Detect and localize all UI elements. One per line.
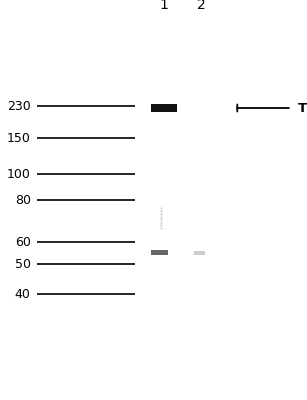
Text: TET3: TET3 <box>298 102 307 114</box>
Bar <box>151 104 177 112</box>
Text: 2: 2 <box>197 0 205 12</box>
Text: 60: 60 <box>15 236 31 248</box>
Text: 100: 100 <box>7 168 31 180</box>
Text: 40: 40 <box>15 288 31 300</box>
Bar <box>194 251 205 254</box>
Text: 230: 230 <box>7 100 31 112</box>
Text: 80: 80 <box>15 194 31 206</box>
Text: 1: 1 <box>160 0 169 12</box>
Bar <box>151 250 168 255</box>
Text: 150: 150 <box>7 132 31 144</box>
Text: 50: 50 <box>15 258 31 270</box>
Bar <box>132 20 224 380</box>
